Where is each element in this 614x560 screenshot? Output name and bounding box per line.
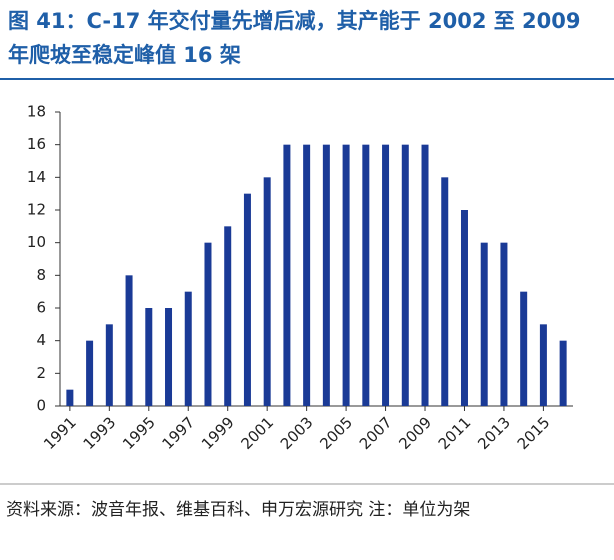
- bar: [460, 210, 468, 406]
- chart-title: 图 41：C-17 年交付量先增后减，其产能于 2002 至 2009 年爬坡至…: [8, 9, 581, 67]
- bar: [145, 308, 153, 406]
- bar: [441, 177, 449, 406]
- bar: [125, 275, 133, 406]
- bar: [224, 226, 232, 406]
- bar: [362, 144, 370, 406]
- y-tick-label: 16: [27, 135, 46, 153]
- y-tick-label: 14: [27, 168, 46, 186]
- y-tick-label: 12: [27, 201, 46, 219]
- x-tick-label: 1995: [119, 413, 159, 453]
- y-tick-label: 18: [27, 103, 46, 121]
- bar: [66, 389, 74, 406]
- bar: [243, 193, 251, 406]
- x-tick-label: 2011: [435, 413, 475, 453]
- x-tick-label: 2009: [395, 413, 435, 453]
- x-tick-label: 2003: [277, 413, 317, 453]
- y-tick-label: 10: [27, 233, 46, 251]
- bar: [303, 144, 311, 406]
- bar: [342, 144, 350, 406]
- x-tick-label: 2001: [237, 413, 277, 453]
- bar: [105, 324, 113, 406]
- bar: [401, 144, 409, 406]
- y-tick-label: 2: [36, 364, 46, 382]
- source-note: 资料来源：波音年报、维基百科、申万宏源研究 注：单位为架: [6, 500, 471, 520]
- x-tick-label: 1997: [159, 413, 199, 453]
- bar: [322, 144, 330, 406]
- bar: [263, 177, 271, 406]
- y-tick-label: 6: [36, 299, 46, 317]
- bar: [480, 242, 488, 406]
- y-tick-label: 4: [36, 331, 46, 349]
- x-tick-label: 2015: [514, 413, 554, 453]
- bar: [86, 340, 94, 406]
- y-tick-label: 0: [36, 397, 46, 415]
- bar: [500, 242, 508, 406]
- y-tick-label: 8: [36, 266, 46, 284]
- x-tick-label: 2013: [474, 413, 514, 453]
- bar: [283, 144, 291, 406]
- x-tick-label: 2007: [356, 413, 396, 453]
- x-tick-label: 1999: [198, 413, 238, 453]
- bar: [382, 144, 390, 406]
- bar: [421, 144, 429, 406]
- bar: [559, 340, 567, 406]
- bar: [539, 324, 547, 406]
- x-tick-label: 1993: [80, 413, 120, 453]
- bar: [184, 291, 192, 406]
- bar: [204, 242, 212, 406]
- bar: [520, 291, 528, 406]
- x-tick-label: 2005: [316, 413, 356, 453]
- bar: [165, 308, 173, 406]
- x-tick-label: 1991: [40, 413, 80, 453]
